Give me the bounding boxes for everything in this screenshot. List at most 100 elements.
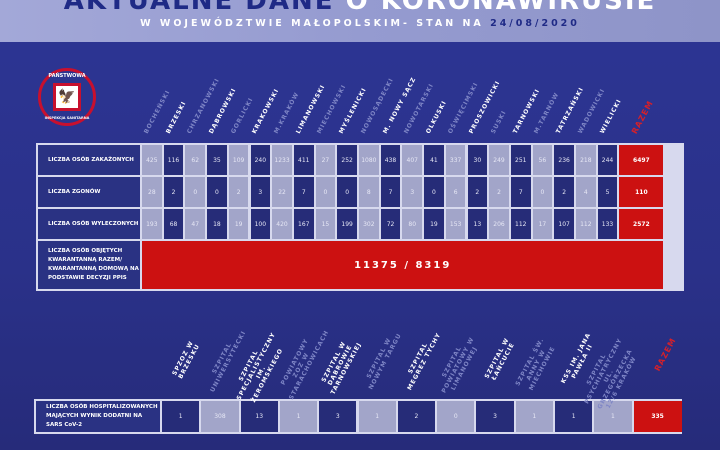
- data-cell: 35: [207, 145, 227, 175]
- data-cell: 15: [315, 209, 336, 239]
- column-header: SUSKI: [489, 109, 508, 135]
- row-label: LICZBA OSÓB HOSPITALIZOWANYCH MAJĄCYCH W…: [36, 401, 160, 432]
- total-cell: 6497: [619, 145, 664, 175]
- data-cell: 68: [163, 209, 184, 239]
- data-cell: 438: [380, 145, 401, 175]
- data-cell: 112: [576, 209, 596, 239]
- inspection-logo: PAŃSTWOWA 🦅 INSPEKCJA SANITARNA: [38, 68, 96, 126]
- data-cell: 337: [445, 145, 466, 175]
- data-cell: 109: [228, 145, 249, 175]
- data-cell: 100: [250, 209, 271, 239]
- county-table: LICZBA OSÓB ZAKAŻONYCH 425 116 62 35 109 240 12…: [36, 143, 684, 291]
- data-cell: 18: [207, 209, 227, 239]
- data-cell: 6: [445, 177, 466, 207]
- data-cell: 17: [532, 209, 553, 239]
- data-cell: 7: [380, 177, 401, 207]
- data-cell: 62: [185, 145, 206, 175]
- data-cell: 251: [510, 145, 531, 175]
- data-cell: 1233: [272, 145, 292, 175]
- data-cell: 0: [315, 177, 336, 207]
- hospital-table: LICZBA OSÓB HOSPITALIZOWANYCH MAJĄCYCH W…: [34, 399, 682, 434]
- data-cell: 107: [554, 209, 574, 239]
- data-cell: 13: [467, 209, 488, 239]
- row-label: LICZBA OSÓB WYLECZONYCH: [38, 209, 140, 239]
- data-cell: 3: [319, 401, 357, 432]
- report-date: 24/08/2020: [490, 18, 580, 29]
- data-cell: 308: [201, 401, 239, 432]
- data-cell: 425: [142, 145, 162, 175]
- data-cell: 407: [402, 145, 423, 175]
- data-cell: 167: [293, 209, 314, 239]
- data-cell: 193: [142, 209, 162, 239]
- data-cell: 112: [510, 209, 531, 239]
- data-cell: 22: [272, 177, 292, 207]
- data-cell: 3: [250, 177, 271, 207]
- data-cell: 2: [554, 177, 574, 207]
- column-header: SZPITAL W NOWYM TARGU: [365, 332, 404, 391]
- polish-eagle-icon: 🦅: [53, 83, 81, 111]
- data-cell: 3: [402, 177, 423, 207]
- column-header: BRZESKI: [164, 100, 188, 135]
- data-cell: 47: [185, 209, 206, 239]
- data-cell: 30: [467, 145, 488, 175]
- row-label: LICZBA OSÓB ZAKAŻONYCH: [38, 145, 140, 175]
- data-cell: 80: [402, 209, 423, 239]
- row-label: LICZBA ZGONÓW: [38, 177, 140, 207]
- data-cell: 2: [397, 401, 436, 432]
- column-header: WIELICKI: [598, 97, 623, 135]
- data-cell: 0: [337, 177, 357, 207]
- data-cell: 19: [228, 209, 249, 239]
- column-header: SPZOZ W BRZESKU: [170, 339, 202, 381]
- data-cell: 0: [185, 177, 206, 207]
- data-cell: 2: [163, 177, 184, 207]
- data-cell: 420: [272, 209, 292, 239]
- data-cell: 8: [359, 177, 379, 207]
- total-cell: 335: [633, 401, 682, 432]
- total-cell: 110: [619, 177, 664, 207]
- column-header: RAZEM: [652, 336, 678, 373]
- total-cell: 2572: [619, 209, 664, 239]
- subtitle: W WOJEWÓDZTWIE MAŁOPOLSKIM- STAN NA 24/0…: [140, 18, 580, 29]
- data-cell: 302: [359, 209, 379, 239]
- data-cell: 7: [293, 177, 314, 207]
- data-cell: 206: [489, 209, 509, 239]
- data-cell: 411: [293, 145, 314, 175]
- data-cell: 244: [597, 145, 618, 175]
- data-cell: 1: [358, 401, 396, 432]
- data-cell: 4: [576, 177, 596, 207]
- data-cell: 236: [554, 145, 574, 175]
- quarantine-label: LICZBA OSÓB OBJĘTYCH KWARANTANNĄ RAZEM/ …: [38, 241, 140, 289]
- column-header: RAZEM: [630, 98, 656, 136]
- data-cell: 7: [510, 177, 531, 207]
- data-cell: 1: [515, 401, 553, 432]
- data-cell: 0: [532, 177, 553, 207]
- data-cell: 133: [597, 209, 618, 239]
- data-cell: 2: [489, 177, 509, 207]
- data-cell: 3: [476, 401, 514, 432]
- data-cell: 116: [163, 145, 184, 175]
- data-cell: 72: [380, 209, 401, 239]
- data-cell: 2: [467, 177, 488, 207]
- data-cell: 252: [337, 145, 357, 175]
- data-cell: 218: [576, 145, 596, 175]
- data-cell: 240: [250, 145, 271, 175]
- data-cell: 1: [594, 401, 632, 432]
- data-cell: 13: [240, 401, 278, 432]
- data-cell: 27: [315, 145, 336, 175]
- data-cell: 153: [445, 209, 466, 239]
- header-band: AKTUALNE DANE O KORONAWIRUSIE W WOJEWÓDZ…: [0, 0, 720, 42]
- data-cell: 28: [142, 177, 162, 207]
- data-cell: 19: [424, 209, 444, 239]
- data-cell: 2: [228, 177, 249, 207]
- data-cell: 0: [207, 177, 227, 207]
- column-header: OLKUSKI: [424, 99, 449, 135]
- data-cell: 1: [279, 401, 318, 432]
- data-cell: 1: [555, 401, 593, 432]
- data-cell: 5: [597, 177, 618, 207]
- column-header: SZPITAL POWIATOWY W LIMANOWEJ: [440, 335, 479, 395]
- data-cell: 1080: [359, 145, 379, 175]
- quarantine-value: 11375 / 8319: [142, 241, 664, 289]
- page-title: AKTUALNE DANE O KORONAWIRUSIE: [63, 0, 657, 16]
- data-cell: 56: [532, 145, 553, 175]
- data-cell: 0: [424, 177, 444, 207]
